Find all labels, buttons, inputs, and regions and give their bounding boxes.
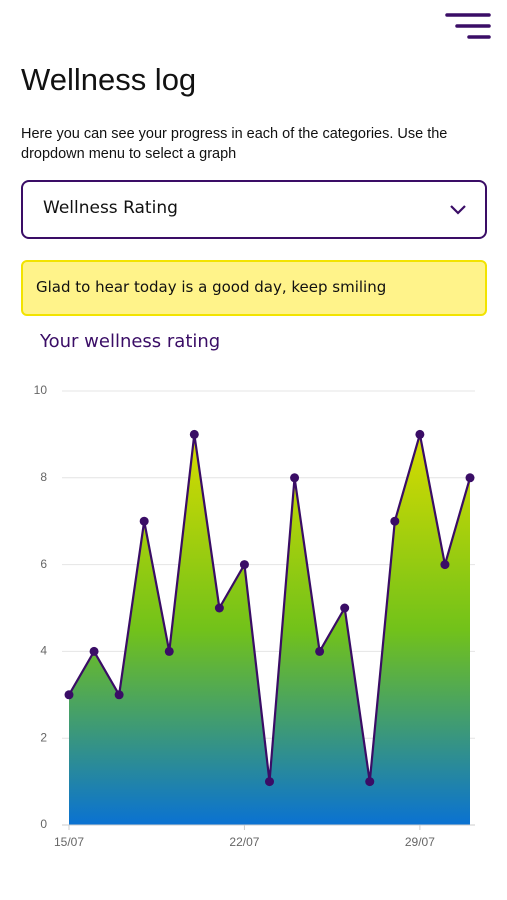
x-tick-label: 22/07 — [229, 835, 259, 849]
x-tick-label: 29/07 — [405, 835, 435, 849]
point — [189, 429, 199, 439]
point — [290, 473, 300, 483]
point — [340, 603, 350, 613]
x-tick-label: 15/07 — [54, 835, 84, 849]
page-title: Wellness log — [21, 62, 197, 97]
point — [365, 777, 375, 787]
chart-title: Your wellness rating — [40, 331, 221, 352]
message-text: Glad to hear today is a good day, keep s… — [36, 278, 387, 296]
point — [89, 646, 99, 656]
message-box: Glad to hear today is a good day, keep s… — [21, 260, 487, 316]
point — [390, 516, 400, 526]
y-tick-label: 8 — [40, 470, 47, 484]
y-tick-label: 10 — [34, 383, 48, 397]
dropdown[interactable]: Wellness Rating — [21, 180, 487, 239]
point — [415, 429, 425, 439]
point — [139, 516, 149, 526]
chevron-line — [450, 205, 466, 215]
dropdown-value: Wellness Rating — [43, 198, 178, 218]
point — [214, 603, 224, 613]
y-tick-label: 4 — [40, 644, 47, 658]
y-tick-label: 6 — [40, 557, 47, 571]
y-tick-label: 2 — [40, 730, 47, 744]
point — [64, 690, 74, 700]
point — [265, 777, 274, 787]
chart: 0 2 4 6 8 10 15/07 22/07 29/07 — [34, 383, 475, 849]
point — [440, 560, 450, 570]
chevron — [450, 205, 466, 215]
menu-button[interactable] — [440, 10, 495, 42]
point — [114, 690, 124, 700]
description: Here you can see your progress in each o… — [21, 126, 448, 162]
point — [465, 473, 475, 483]
y-tick-label: 0 — [40, 817, 47, 831]
point — [164, 646, 174, 656]
point — [239, 560, 249, 570]
area — [69, 434, 470, 825]
point — [315, 646, 325, 656]
